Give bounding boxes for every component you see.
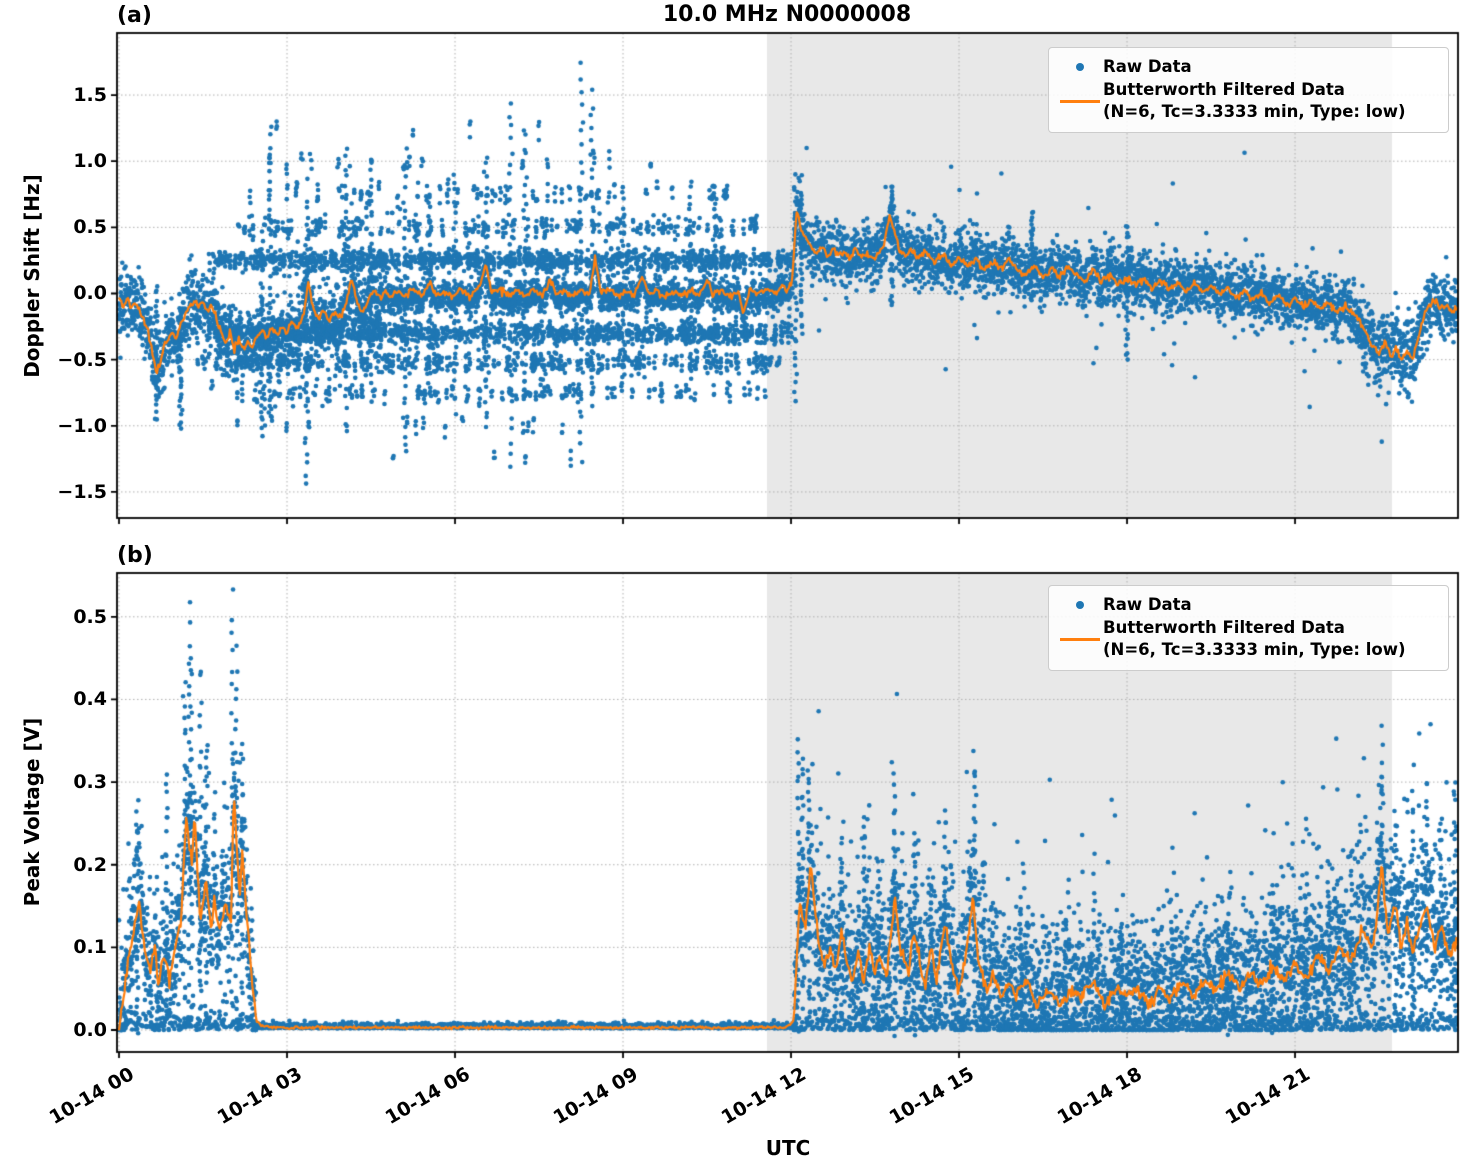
y-tick-label: −0.5 (57, 348, 107, 371)
legend-raw-entry: Raw Data (1057, 56, 1436, 78)
legend-filtered-label-line2: (N=6, Tc=3.3333 min, Type: low) (1103, 102, 1406, 122)
y-tick-label: −1.5 (57, 480, 107, 503)
x-axis-label: UTC (765, 1136, 811, 1160)
filtered-line-marker-icon (1057, 99, 1103, 103)
y-axis-label-doppler: Doppler Shift [Hz] (20, 174, 44, 378)
legend-raw-entry: Raw Data (1057, 594, 1436, 616)
legend-filtered-label-line2: (N=6, Tc=3.3333 min, Type: low) (1103, 640, 1406, 660)
raw-dot-icon (1076, 62, 1084, 71)
legend-panel-b: Raw Data Butterworth Filtered Data (N=6,… (1048, 585, 1449, 671)
y-tick-label: 0.2 (73, 853, 107, 876)
filtered-line-icon (1060, 99, 1100, 103)
y-tick-label: 1.5 (73, 84, 107, 107)
y-tick-label: 0.5 (73, 605, 107, 628)
y-tick-label: 1.0 (73, 150, 107, 173)
raw-data-marker-icon (1057, 600, 1103, 609)
y-tick-label: 0.0 (73, 282, 107, 305)
legend-raw-label: Raw Data (1103, 56, 1192, 76)
filtered-line-icon (1060, 637, 1100, 641)
filtered-line-marker-icon (1057, 637, 1103, 641)
y-tick-label: 0.4 (73, 688, 107, 711)
y-tick-label: 0.1 (73, 936, 107, 959)
legend-filtered-entry: Butterworth Filtered Data (N=6, Tc=3.333… (1057, 617, 1436, 662)
y-tick-label: 0.3 (73, 771, 107, 794)
panel-b-label: (b) (117, 543, 153, 568)
panel-a-label: (a) (117, 3, 152, 28)
y-tick-label: 0.5 (73, 216, 107, 239)
y-tick-label: −1.0 (57, 414, 107, 437)
y-axis-label-voltage: Peak Voltage [V] (20, 717, 44, 907)
y-tick-label: 0.0 (73, 1019, 107, 1042)
legend-filtered-entry: Butterworth Filtered Data (N=6, Tc=3.333… (1057, 79, 1436, 124)
legend-panel-a: Raw Data Butterworth Filtered Data (N=6,… (1048, 47, 1449, 133)
chart-title: 10.0 MHz N0000008 (662, 2, 912, 27)
legend-raw-label: Raw Data (1103, 594, 1192, 614)
raw-data-marker-icon (1057, 62, 1103, 71)
legend-filtered-label-line1: Butterworth Filtered Data (1103, 79, 1345, 99)
legend-filtered-label-line1: Butterworth Filtered Data (1103, 617, 1345, 637)
raw-dot-icon (1076, 600, 1084, 609)
